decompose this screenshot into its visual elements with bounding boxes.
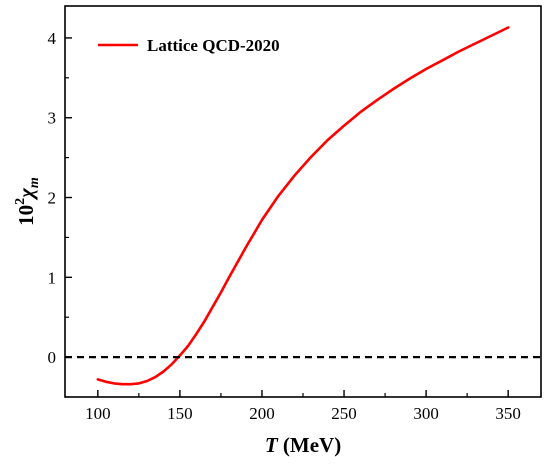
y-axis-variable: χ bbox=[14, 187, 38, 201]
x-tick-label: 100 bbox=[85, 404, 111, 423]
y-axis-subscript: m bbox=[27, 177, 42, 188]
x-axis-title: T (MeV) bbox=[265, 433, 341, 457]
y-tick-label: 0 bbox=[48, 348, 57, 367]
x-tick-label: 350 bbox=[495, 404, 521, 423]
plot-curves bbox=[65, 26, 541, 386]
y-tick-label: 2 bbox=[48, 189, 57, 208]
y-tick-label: 3 bbox=[48, 109, 57, 128]
x-axis-unit: (MeV) bbox=[278, 433, 342, 457]
legend: Lattice QCD-2020 bbox=[98, 36, 280, 55]
x-tick-label: 150 bbox=[167, 404, 193, 423]
plot-frame bbox=[64, 5, 542, 398]
axis-ticks: 100 150 200 250 300 350 0 1 2 3 4 bbox=[48, 29, 521, 423]
y-axis-superscript: 2 bbox=[13, 198, 28, 205]
y-axis-title: 102χm bbox=[13, 177, 42, 226]
x-axis-variable: T bbox=[265, 433, 279, 457]
y-tick-label: 4 bbox=[48, 29, 57, 48]
y-axis-base: 10 bbox=[14, 205, 38, 226]
series-line-lattice-qcd bbox=[96, 26, 510, 386]
y-tick-label: 1 bbox=[48, 268, 57, 287]
legend-label-lattice-qcd: Lattice QCD-2020 bbox=[147, 36, 280, 55]
x-tick-label: 250 bbox=[331, 404, 357, 423]
x-tick-label: 200 bbox=[249, 404, 275, 423]
x-tick-label: 300 bbox=[413, 404, 439, 423]
